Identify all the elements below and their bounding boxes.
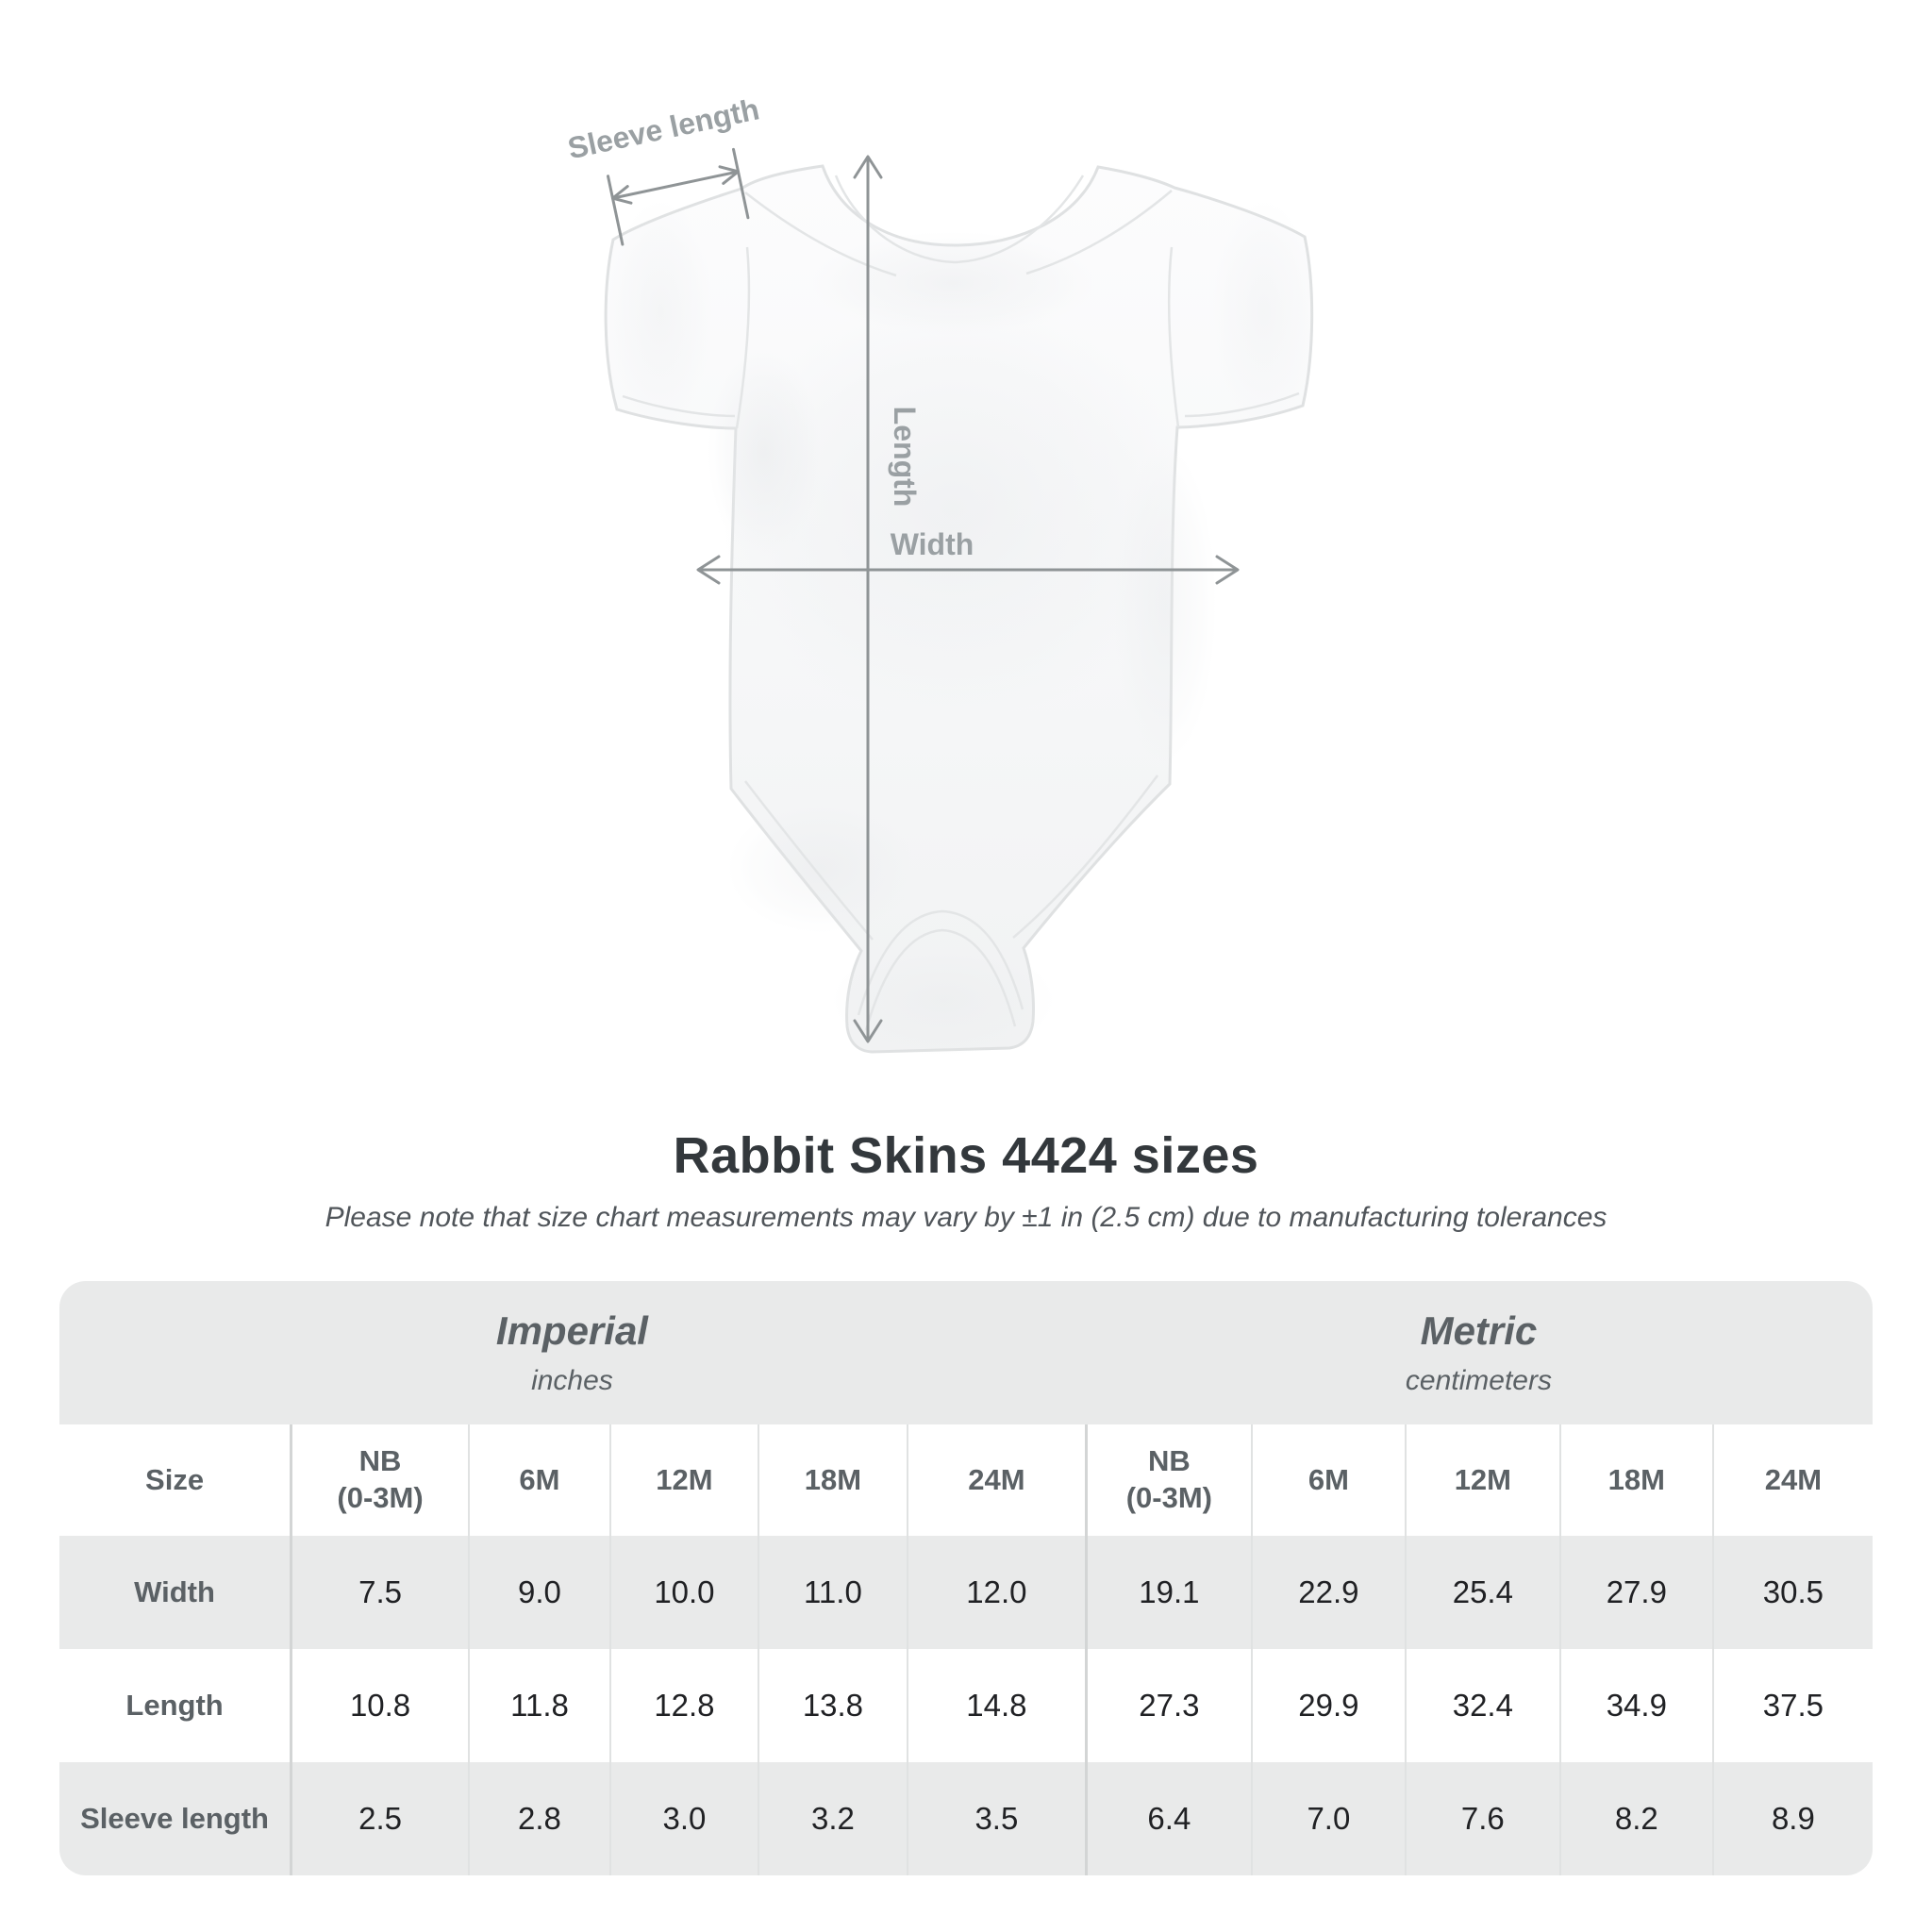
fabric-shading [726,802,915,934]
row-label-sleeve-length: Sleeve length [80,1802,269,1835]
length-value-cell: 11.8 [468,1649,609,1762]
imperial-sublabel: inches [531,1365,613,1396]
right-leg-binding [1012,774,1158,939]
fabric-shading [1113,443,1217,764]
fabric-shading [608,198,712,425]
column-header-metric-12m: 12M [1404,1424,1559,1536]
column-header-imperial-12m: 12M [608,1424,758,1536]
width-label: Width [891,527,974,561]
fabric-shading [708,349,821,557]
column-header-imperial-nb: NB (0-3M) [290,1424,468,1536]
fabric-shading [811,231,1094,335]
fabric-shading [717,292,1189,726]
sleeve-length-label: Sleeve length [565,92,762,165]
length-value-cell: 29.9 [1250,1649,1405,1762]
length-value-cell: 32.4 [1404,1649,1559,1762]
bodysuit-diagram: Length Width Sleeve length [565,92,1316,1057]
table-row-length: Length 10.8 11.8 12.8 13.8 14.8 27.3 29.… [59,1649,1873,1762]
column-header-imperial-6m: 6M [468,1424,609,1536]
tolerance-note: Please note that size chart measurements… [325,1202,1607,1233]
left-armhole-seam [735,246,751,429]
length-value-cell: 37.5 [1711,1649,1873,1762]
metric-unit-header: Metric centimeters [1085,1281,1873,1424]
right-armhole-seam [1167,246,1180,428]
length-value-cell: 13.8 [757,1649,907,1762]
length-arrow [853,155,883,1043]
width-value-cell: 10.0 [608,1536,758,1649]
row-label-length: Length [125,1689,224,1722]
width-value-cell: 12.0 [906,1536,1085,1649]
left-leg-binding [744,780,874,941]
row-label-width: Width [134,1575,215,1608]
column-header-imperial-18m: 18M [757,1424,907,1536]
table-row-width: Width 7.5 9.0 10.0 11.0 12.0 19.1 22.9 2… [59,1536,1873,1649]
width-value-cell: 25.4 [1404,1536,1559,1649]
sleeve-value-cell: 3.0 [608,1762,758,1875]
column-header-row: Size NB (0-3M) 6M 12M 18M 24M NB (0-3M) … [59,1424,1873,1536]
sleeve-value-cell: 8.2 [1558,1762,1712,1875]
left-lap-shoulder-seam [744,192,897,277]
column-header-metric-nb: NB (0-3M) [1084,1424,1251,1536]
table-row-sleeve-length: Sleeve length 2.5 2.8 3.0 3.2 3.5 6.4 7.… [59,1762,1873,1875]
length-value-cell: 10.8 [290,1649,468,1762]
metric-sublabel: centimeters [1405,1365,1552,1396]
metric-label: Metric [1420,1308,1538,1353]
length-value-cell: 12.8 [608,1649,758,1762]
imperial-label: Imperial [495,1308,648,1353]
column-header-imperial-24m: 24M [906,1424,1085,1536]
snap-flap-seam [857,909,1024,1016]
unit-band-row: Imperial inches Metric centimeters [59,1281,1873,1424]
page-title: Rabbit Skins 4424 sizes [673,1127,1259,1184]
column-header-metric-6m: 6M [1250,1424,1405,1536]
sleeve-value-cell: 2.5 [290,1762,468,1875]
right-lap-shoulder-seam [1025,190,1173,275]
size-table: Imperial inches Metric centimeters Size … [59,1281,1873,1875]
fabric-shading [830,943,1057,1057]
column-header-metric-18m: 18M [1558,1424,1712,1536]
sleeve-value-cell: 3.5 [906,1762,1085,1875]
width-value-cell: 27.9 [1558,1536,1712,1649]
width-value-cell: 19.1 [1084,1536,1251,1649]
sleeve-value-cell: 7.0 [1250,1762,1405,1875]
length-value-cell: 27.3 [1084,1649,1251,1762]
snap-flap-inner-seam [864,928,1017,1031]
width-value-cell: 22.9 [1250,1536,1405,1649]
sleeve-value-cell: 3.2 [757,1762,907,1875]
left-sleeve-hem [622,394,736,418]
sleeve-value-cell: 2.8 [468,1762,609,1875]
sleeve-value-cell: 6.4 [1084,1762,1251,1875]
sleeve-value-cell: 8.9 [1711,1762,1873,1875]
width-value-cell: 30.5 [1711,1536,1873,1649]
imperial-unit-header: Imperial inches [59,1281,1085,1424]
width-value-cell: 11.0 [757,1536,907,1649]
length-value-cell: 14.8 [906,1649,1085,1762]
length-value-cell: 34.9 [1558,1649,1712,1762]
bodysuit-illustration [604,164,1316,1057]
length-label: Length [888,407,922,508]
right-sleeve-hem [1184,391,1300,418]
fabric-shading [1212,198,1316,425]
width-value-cell: 7.5 [290,1536,468,1649]
width-value-cell: 9.0 [468,1536,609,1649]
width-arrow [696,555,1240,585]
size-column-header: Size [145,1462,205,1496]
sleeve-value-cell: 7.6 [1404,1762,1559,1875]
column-header-metric-24m: 24M [1711,1424,1873,1536]
neck-ribbing-seam [834,175,1085,264]
